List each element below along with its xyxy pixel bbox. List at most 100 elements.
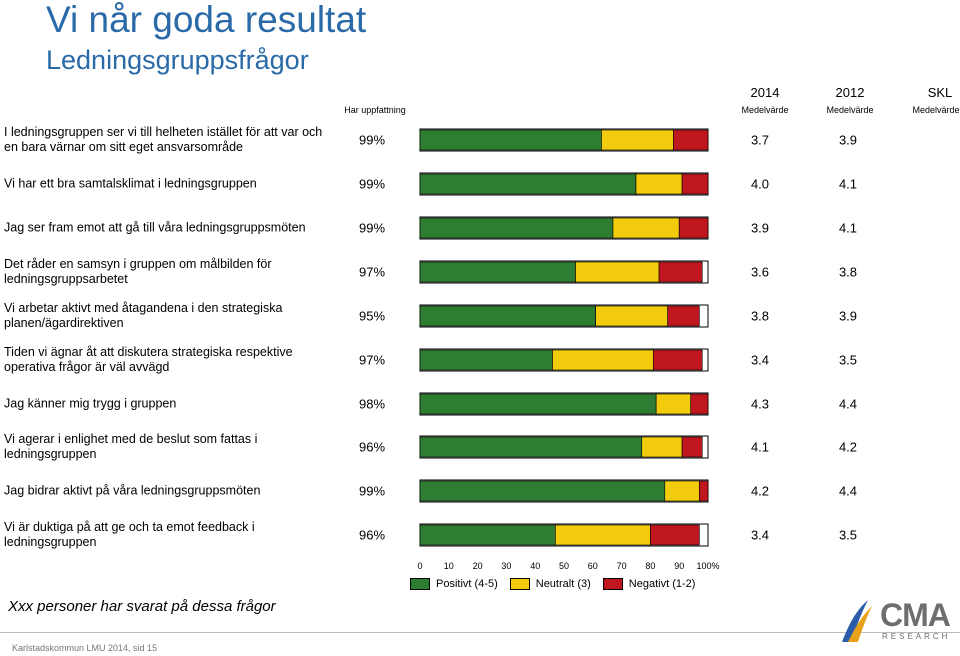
has-opinion-value: 97% bbox=[358, 264, 386, 280]
has-opinion-value: 99% bbox=[358, 132, 386, 148]
mean-2014-value: 3.4 bbox=[750, 527, 770, 543]
x-tick-label: 70 bbox=[617, 561, 627, 571]
mean-2014-value: 3.4 bbox=[750, 352, 770, 368]
bar-segment-positive bbox=[419, 261, 576, 283]
legend-item-positive: Positivt (4-5) bbox=[410, 578, 498, 590]
bar-segment-negative bbox=[678, 217, 709, 239]
x-tick-label: 20 bbox=[473, 561, 483, 571]
bar-segment-negative bbox=[652, 349, 703, 371]
mean-2012-value: 3.9 bbox=[838, 308, 858, 324]
mean-2014-value: 4.2 bbox=[750, 483, 770, 499]
legend-item-neutral: Neutralt (3) bbox=[509, 578, 591, 590]
has-opinion-value: 95% bbox=[358, 308, 386, 324]
has-opinion-value: 99% bbox=[358, 176, 386, 192]
question-label: Jag bidrar aktivt på våra ledningsgrupps… bbox=[4, 483, 261, 498]
column-subheader-skl: Medelvärde bbox=[912, 105, 960, 115]
bar-segment-neutral bbox=[555, 524, 651, 546]
bar-segment-positive bbox=[419, 129, 602, 151]
bar-segment-neutral bbox=[552, 349, 654, 371]
x-tick-label: 40 bbox=[530, 561, 540, 571]
page-subtitle: Ledningsgruppsfrågor bbox=[46, 45, 309, 75]
mean-2012-value: 4.1 bbox=[838, 220, 858, 236]
column-subheader-2012: Medelvärde bbox=[826, 105, 874, 115]
mean-2014-value: 3.8 bbox=[750, 308, 770, 324]
mean-2012-value: 3.5 bbox=[838, 352, 858, 368]
bar-segment-negative bbox=[681, 436, 703, 458]
mean-2012-value: 3.8 bbox=[838, 264, 858, 280]
mean-2012-value: 4.2 bbox=[838, 439, 858, 455]
mean-2014-value: 4.0 bbox=[750, 176, 770, 192]
bar-segment-neutral bbox=[612, 217, 680, 239]
column-header-2012: 2012 bbox=[835, 85, 865, 100]
bar-segment-negative bbox=[667, 305, 700, 327]
mean-2012-value: 4.4 bbox=[838, 483, 858, 499]
question-label: Vi är duktiga på att ge och ta emot feed… bbox=[4, 520, 255, 549]
mean-2014-value: 4.1 bbox=[750, 439, 770, 455]
question-label: Tiden vi ägnar åt att diskutera strategi… bbox=[4, 345, 293, 374]
question-label: Jag känner mig trygg i gruppen bbox=[4, 396, 177, 411]
mean-2014-value: 4.3 bbox=[750, 396, 770, 412]
mean-2014-value: 3.9 bbox=[750, 220, 770, 236]
bar-segment-neutral bbox=[575, 261, 660, 283]
bar-segment-negative bbox=[650, 524, 700, 546]
bar-segment-neutral bbox=[635, 173, 683, 195]
chart-legend: Positivt (4-5) Neutralt (3) Negativt (1-… bbox=[410, 578, 707, 590]
logo-subtitle: RESEARCH bbox=[882, 632, 951, 641]
question-label: Vi agerar i enlighet med de beslut som f… bbox=[4, 432, 258, 461]
respondents-note: Xxx personer har svarat på dessa frågor bbox=[8, 598, 276, 615]
legend-swatch-neutral bbox=[509, 578, 530, 590]
bar-segment-positive bbox=[419, 393, 657, 415]
has-opinion-value: 98% bbox=[358, 396, 386, 412]
question-label: Jag ser fram emot att gå till våra ledni… bbox=[4, 220, 306, 235]
bar-segment-neutral bbox=[664, 480, 700, 502]
x-tick-label: 80 bbox=[645, 561, 655, 571]
bar-segment-positive bbox=[419, 305, 596, 327]
page-title: Vi når goda resultat bbox=[46, 0, 367, 40]
footer-divider bbox=[0, 632, 960, 633]
mean-2012-value: 4.4 bbox=[838, 396, 858, 412]
x-tick-label: 100% bbox=[696, 561, 719, 571]
bar-segment-neutral bbox=[655, 393, 692, 415]
bar-segment-negative bbox=[699, 480, 709, 502]
column-header-skl: SKL bbox=[927, 85, 953, 100]
bar-segment-positive bbox=[419, 173, 637, 195]
has-opinion-value: 99% bbox=[358, 220, 386, 236]
bar-segment-positive bbox=[419, 217, 614, 239]
legend-item-negative: Negativt (1-2) bbox=[602, 578, 696, 590]
bar-segment-neutral bbox=[595, 305, 668, 327]
bar-segment-positive bbox=[419, 349, 553, 371]
bar-segment-positive bbox=[419, 480, 666, 502]
bar-segment-negative bbox=[673, 129, 709, 151]
mean-2014-value: 3.6 bbox=[750, 264, 770, 280]
legend-swatch-negative bbox=[602, 578, 623, 590]
mean-2012-value: 3.9 bbox=[838, 132, 858, 148]
bar-segment-neutral bbox=[601, 129, 674, 151]
legend-label-positive: Positivt (4-5) bbox=[436, 578, 498, 590]
footer-text: Karlstadskommun LMU 2014, sid 15 bbox=[12, 643, 158, 653]
x-tick-label: 50 bbox=[559, 561, 569, 571]
mean-2014-value: 3.7 bbox=[750, 132, 770, 148]
has-opinion-value: 97% bbox=[358, 352, 386, 368]
x-tick-label: 30 bbox=[501, 561, 511, 571]
legend-swatch-positive bbox=[410, 578, 430, 590]
bar-segment-positive bbox=[419, 436, 643, 458]
question-label: Vi arbetar aktivt med åtagandena i den s… bbox=[4, 301, 283, 330]
column-subheader-2014: Medelvärde bbox=[741, 105, 789, 115]
legend-label-negative: Negativt (1-2) bbox=[628, 578, 696, 590]
x-tick-label: 90 bbox=[674, 561, 684, 571]
bar-segment-negative bbox=[658, 261, 703, 283]
bar-segment-positive bbox=[419, 524, 556, 546]
cma-research-logo: CMA RESEARCH bbox=[838, 596, 960, 648]
stacked-bar-chart: 0 10 20 30 40 50 60 70 80 90 100% bbox=[417, 128, 720, 571]
column-header-2014: 2014 bbox=[750, 85, 780, 100]
logo-swoosh-icon bbox=[842, 600, 872, 642]
question-label: Vi har ett bra samtalsklimat i ledningsg… bbox=[4, 176, 257, 191]
legend-label-neutral: Neutralt (3) bbox=[535, 578, 591, 590]
mean-2012-value: 3.5 bbox=[838, 527, 858, 543]
bar-segment-negative bbox=[681, 173, 709, 195]
mean-2012-value: 4.1 bbox=[838, 176, 858, 192]
x-tick-label: 60 bbox=[588, 561, 598, 571]
has-opinion-value: 99% bbox=[358, 483, 386, 499]
x-tick-label: 0 bbox=[417, 561, 422, 571]
question-label: Det råder en samsyn i gruppen om målbild… bbox=[4, 257, 272, 286]
